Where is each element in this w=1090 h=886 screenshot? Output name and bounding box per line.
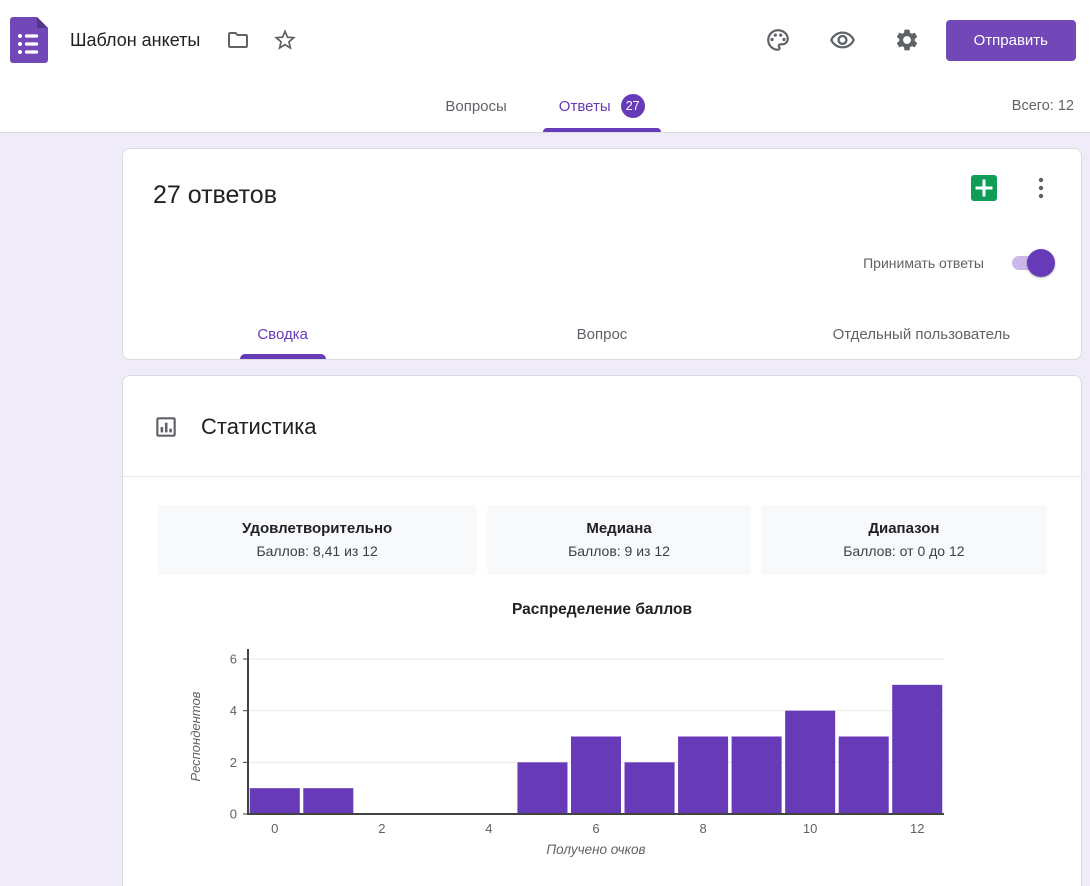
page-content: 27 ответов Принимать ответы: [0, 133, 1090, 886]
statistics-card: Статистика Удовлетворительно Баллов: 8,4…: [122, 375, 1082, 886]
palette-icon[interactable]: [765, 27, 791, 53]
create-spreadsheet-icon[interactable]: [971, 175, 997, 201]
summary-tab-indicator: [239, 354, 326, 359]
svg-text:2: 2: [378, 821, 385, 836]
app-header: Шаблон анкеты Отправить: [0, 0, 1090, 80]
tab-questions-label: Вопросы: [445, 97, 507, 115]
accepting-responses-toggle[interactable]: [1012, 249, 1055, 277]
statistics-header: Статистика: [123, 376, 1081, 477]
svg-text:6: 6: [230, 652, 237, 667]
svg-text:4: 4: [485, 821, 492, 836]
stat-boxes-row: Удовлетворительно Баллов: 8,41 из 12 Мед…: [123, 477, 1081, 575]
tab-individual-label: Отдельный пользователь: [832, 325, 1011, 343]
answers-count-badge: 27: [620, 94, 645, 118]
responses-card: 27 ответов Принимать ответы: [122, 148, 1082, 360]
send-button[interactable]: Отправить: [945, 19, 1076, 61]
tab-summary[interactable]: Сводка: [123, 309, 442, 359]
tab-question[interactable]: Вопрос: [442, 309, 761, 359]
stat-box-title: Медиана: [586, 520, 652, 537]
svg-text:0: 0: [271, 821, 278, 836]
stat-box-value: Баллов: 9 из 12: [568, 543, 670, 559]
total-points-label: Всего: 12: [1011, 98, 1074, 114]
svg-text:10: 10: [803, 821, 817, 836]
stat-box-range: Диапазон Баллов: от 0 до 12: [760, 505, 1047, 575]
tab-individual[interactable]: Отдельный пользователь: [762, 309, 1081, 359]
top-tabbar: Вопросы Ответы 27 Всего: 12: [0, 80, 1090, 133]
tab-questions[interactable]: Вопросы: [429, 80, 522, 132]
tab-summary-label: Сводка: [257, 325, 308, 343]
stat-box-value: Баллов: от 0 до 12: [843, 543, 965, 559]
svg-text:4: 4: [230, 703, 237, 718]
svg-text:8: 8: [699, 821, 706, 836]
svg-text:Респондентов: Респондентов: [188, 691, 203, 781]
score-distribution-chart: 0 2 4 6 0 2 4 6 8 10 12 Получено очков Респондентов: [123, 619, 1081, 865]
star-icon[interactable]: [272, 27, 298, 53]
preview-eye-icon[interactable]: [829, 27, 856, 54]
statistics-title: Статистика: [201, 414, 317, 439]
tab-answers-label: Ответы: [558, 97, 611, 115]
stat-box-value: Баллов: 8,41 из 12: [256, 543, 378, 559]
svg-text:0: 0: [230, 807, 237, 822]
stat-box-title: Диапазон: [868, 520, 940, 537]
toggle-knob: [1027, 249, 1055, 277]
settings-gear-icon[interactable]: [894, 27, 920, 53]
forms-logo-icon[interactable]: [10, 17, 48, 63]
active-tab-indicator: [542, 128, 661, 132]
tab-question-label: Вопрос: [576, 325, 628, 343]
svg-text:Получено очков: Получено очков: [546, 842, 645, 857]
chart-title: Распределение баллов: [511, 601, 693, 618]
stat-box-mean: Удовлетворительно Баллов: 8,41 из 12: [157, 505, 478, 575]
document-title[interactable]: Шаблон анкеты: [70, 29, 201, 50]
responses-count-title: 27 ответов: [153, 181, 277, 209]
accepting-responses-label: Принимать ответы: [863, 255, 984, 271]
kebab-menu-icon[interactable]: [1029, 175, 1053, 201]
accepting-responses-row: Принимать ответы: [863, 249, 1055, 277]
svg-text:2: 2: [230, 755, 237, 770]
stat-box-median: Медиана Баллов: 9 из 12: [487, 505, 751, 575]
folder-icon[interactable]: [226, 28, 250, 52]
stat-box-title: Удовлетворительно: [242, 520, 393, 537]
svg-text:6: 6: [592, 821, 599, 836]
tab-answers[interactable]: Ответы 27: [542, 80, 661, 132]
svg-text:12: 12: [910, 821, 924, 836]
responses-view-tabs: Сводка Вопрос Отдельный пользователь: [123, 309, 1081, 359]
bar-chart-icon: [153, 414, 179, 440]
